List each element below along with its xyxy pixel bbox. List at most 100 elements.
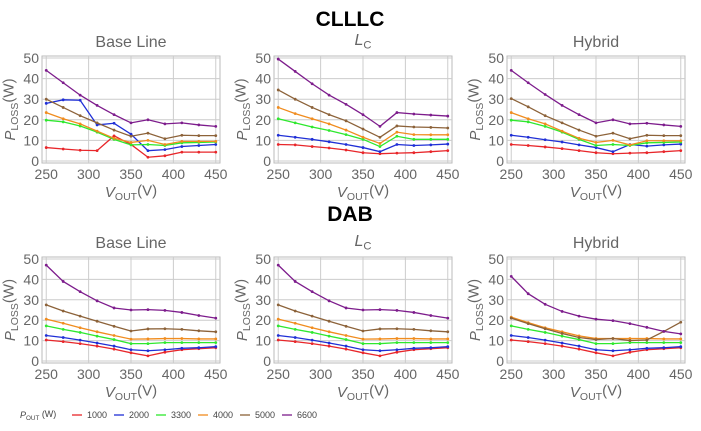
x-axis-label-main: V: [337, 184, 349, 201]
data-point-1000: [129, 351, 133, 355]
data-point-2000: [197, 346, 201, 350]
x-tick-label: 400: [394, 166, 418, 182]
data-point-6600: [645, 121, 649, 125]
legend-label-4000: 4000: [213, 410, 233, 420]
data-point-3300: [112, 338, 116, 341]
x-axis-label-unit: (V): [137, 183, 157, 200]
y-axis-label-unit: (W): [233, 78, 250, 102]
data-point-5000: [344, 324, 348, 328]
data-point-4000: [44, 317, 48, 321]
data-point-5000: [412, 327, 416, 331]
data-point-1000: [112, 347, 116, 351]
x-tick-label: 350: [119, 166, 143, 182]
data-point-5000: [78, 114, 82, 118]
x-tick-label: 450: [204, 366, 228, 382]
data-point-1000: [611, 152, 615, 156]
data-point-5000: [679, 134, 683, 138]
y-tick-label: 30: [488, 91, 504, 107]
data-point-4000: [645, 139, 649, 143]
data-point-5000: [560, 332, 564, 335]
y-tick-label: 20: [23, 312, 39, 328]
y-tick-label: 50: [488, 251, 504, 267]
data-point-3300: [662, 341, 666, 345]
x-axis-label-main: V: [105, 184, 117, 201]
data-point-5000: [628, 137, 632, 141]
data-point-2000: [577, 344, 581, 348]
data-point-2000: [645, 144, 649, 148]
data-point-5000: [180, 133, 184, 137]
data-point-5000: [378, 327, 382, 331]
data-point-6600: [327, 299, 331, 303]
data-point-6600: [395, 111, 399, 114]
data-point-3300: [429, 341, 433, 345]
x-tick-label: 250: [500, 366, 524, 382]
data-point-2000: [429, 346, 433, 350]
data-point-4000: [662, 139, 666, 143]
x-axis-label-unit: (V): [369, 383, 389, 400]
data-point-4000: [146, 337, 150, 341]
data-point-2000: [78, 338, 82, 342]
x-axis-label: VOUT(V): [105, 383, 157, 404]
data-point-6600: [180, 121, 184, 125]
data-point-6600: [180, 311, 184, 314]
data-point-2000: [112, 121, 116, 125]
data-point-4000: [163, 143, 167, 146]
y-axis-label: PLOSS(W): [1, 279, 22, 341]
data-point-6600: [95, 299, 99, 303]
data-point-4000: [361, 135, 365, 139]
data-point-5000: [129, 329, 133, 333]
data-point-5000: [146, 131, 150, 135]
data-point-2000: [526, 336, 530, 339]
legend-label-2000: 2000: [129, 410, 149, 420]
data-point-1000: [446, 149, 450, 153]
data-point-2000: [344, 143, 348, 146]
subplot-title: Base Line: [95, 34, 166, 51]
data-point-5000: [662, 134, 666, 138]
data-point-2000: [509, 334, 513, 337]
data-point-3300: [645, 341, 649, 345]
data-point-5000: [628, 339, 632, 342]
data-point-2000: [180, 346, 184, 350]
data-point-5000: [361, 127, 365, 131]
subplot-6: 250 300 350 400 450 0 10 20 30 40 50 Hybrid VOUT(V) P…: [466, 235, 693, 403]
data-point-6600: [679, 124, 683, 128]
data-point-1000: [327, 344, 331, 348]
x-axis-label-unit: (V): [369, 183, 389, 200]
data-point-3300: [344, 133, 348, 137]
data-point-1000: [344, 347, 348, 351]
data-point-5000: [293, 97, 297, 101]
data-point-3300: [526, 120, 530, 124]
data-point-2000: [95, 341, 99, 345]
subplot-title-sub: C: [363, 240, 371, 252]
data-point-4000: [44, 111, 48, 114]
data-point-1000: [560, 344, 564, 348]
data-point-1000: [395, 151, 399, 155]
y-axis-label: PLOSS(W): [1, 78, 22, 140]
data-point-5000: [543, 327, 547, 331]
data-point-5000: [310, 106, 314, 109]
data-point-4000: [129, 337, 133, 341]
y-tick-label: 0: [496, 153, 504, 169]
data-point-2000: [327, 341, 331, 345]
data-point-4000: [679, 139, 683, 143]
data-point-3300: [509, 324, 513, 328]
data-point-5000: [112, 324, 116, 328]
x-axis-label-sub: OUT: [115, 191, 138, 203]
data-point-1000: [645, 151, 649, 155]
data-point-3300: [293, 121, 297, 125]
data-point-5000: [95, 121, 99, 125]
data-point-5000: [645, 338, 649, 342]
y-tick-label: 20: [255, 112, 271, 128]
data-point-5000: [543, 114, 547, 118]
data-point-2000: [662, 143, 666, 147]
y-tick-label: 40: [255, 271, 271, 287]
data-point-2000: [112, 344, 116, 348]
data-point-2000: [611, 349, 615, 353]
data-point-2000: [163, 148, 167, 152]
data-point-1000: [78, 342, 82, 346]
data-point-1000: [361, 151, 365, 155]
x-axis-label: VOUT(V): [570, 383, 622, 404]
data-point-1000: [594, 351, 598, 355]
data-point-6600: [276, 57, 280, 61]
y-tick-label: 10: [488, 132, 504, 148]
